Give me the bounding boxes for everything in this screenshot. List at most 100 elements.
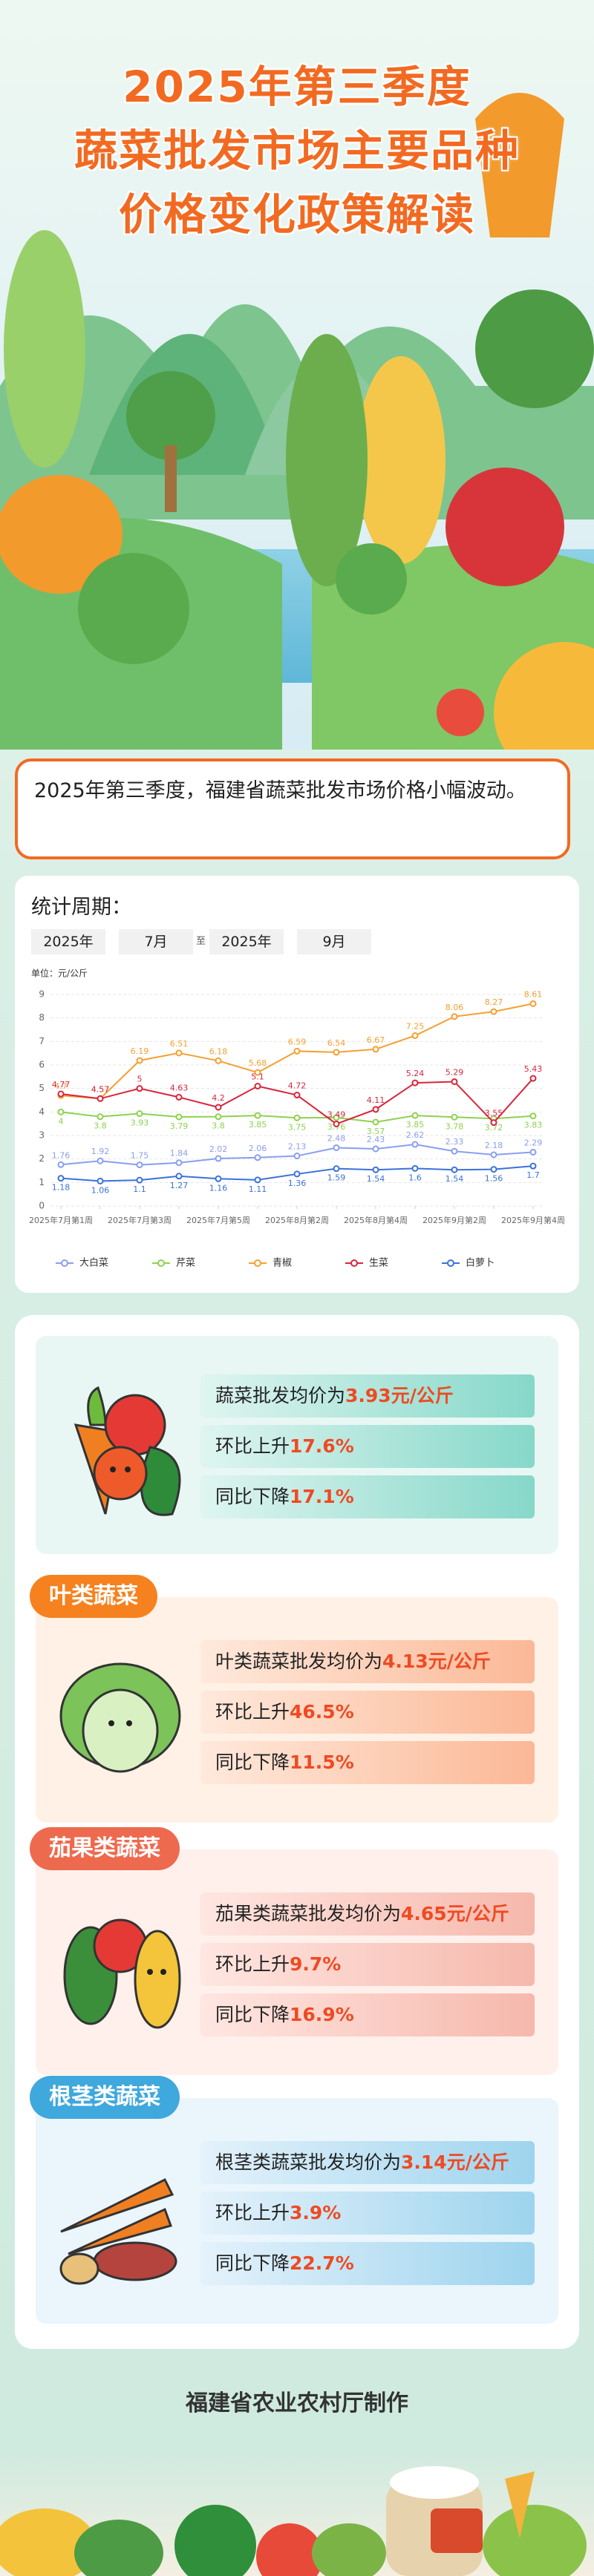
data-label: 2.43 [367,1135,385,1144]
pill-list: 蔬菜批发均价为3.93元/公斤 环比上升17.6% 同比下降17.1% [200,1374,535,1526]
title-line: 蔬菜批发市场主要品种 [74,125,520,176]
x-tick-label: 2025年7月第3周 [108,1215,172,1225]
data-point [293,1047,301,1055]
data-point [411,1112,419,1119]
stat-text: 环比上升 [215,1435,290,1457]
stat-pill: 同比下降22.7% [200,2242,535,2285]
period-box: 2025年 [209,929,284,954]
legend-marker [254,1259,261,1267]
data-label: 3.8 [212,1121,225,1131]
data-label: 1.11 [249,1184,267,1194]
stat-pill: 环比上升46.5% [200,1691,535,1734]
data-label: 8.61 [524,989,543,999]
data-label: 1.7 [526,1170,540,1180]
data-label: 4.11 [367,1095,385,1105]
stat-pill: 环比上升17.6% [200,1425,535,1468]
data-point [57,1108,65,1115]
data-point [175,1159,183,1167]
data-point [175,1113,183,1121]
data-label: 6.54 [327,1038,346,1048]
footer: 福建省农业农村厅制作 [186,2390,408,2416]
x-tick-label: 2025年9月第2周 [422,1215,486,1225]
data-point [333,1165,340,1173]
data-label: 2.29 [524,1138,543,1147]
data-label: 3.85 [406,1120,425,1130]
legend-marker [350,1259,358,1267]
data-point [372,1166,379,1173]
data-point [57,1161,65,1168]
data-label: 1.27 [170,1181,189,1190]
data-label: 8.27 [485,997,503,1007]
y-tick-label: 1 [39,1177,45,1187]
stat-highlight: 3.14元/公斤 [401,2151,509,2173]
legend-marker [61,1259,68,1267]
stat-text: 同比下降 [215,2004,290,2025]
data-label: 3.72 [485,1123,503,1133]
data-point [215,1113,222,1121]
category-tag: 叶类蔬菜 [30,1575,157,1618]
stat-text: 同比下降 [215,2252,290,2274]
line-chart: 单位：元/公斤 0 1 2 3 4 5 6 7 8 9 2025年7月第1周 2025年7月第3周 202… [29,968,565,1269]
legend-label: 芹菜 [176,1258,195,1269]
data-label: 4.63 [170,1083,189,1092]
stat-highlight: 11.5% [290,1751,354,1773]
category-tag: 茄果类蔬菜 [30,1827,180,1870]
data-label: 5.43 [524,1064,543,1074]
stat-highlight: 3.9% [290,2202,342,2223]
data-label: 3.78 [446,1121,464,1131]
period-box: 7月 [119,929,193,954]
data-label: 4.57 [91,1084,110,1094]
stat-highlight: 46.5% [290,1701,354,1723]
title-line: 2025年第三季度 [123,62,471,112]
legend-marker [157,1259,165,1267]
data-point [372,1106,379,1113]
data-label: 3.93 [131,1118,149,1128]
x-tick-label: 2025年8月第2周 [265,1215,329,1225]
category-section: 叶类蔬菜叶类蔬菜批发均价为4.13元/公斤环比上升46.5% 同比下降11.5% [30,1575,558,1823]
period-label: 统计周期： [31,896,131,919]
data-point [411,1164,419,1172]
x-tick-label: 2025年8月第4周 [344,1215,408,1225]
data-label: 3.83 [524,1121,543,1130]
data-point [529,1162,537,1170]
data-point [293,1170,301,1178]
vegetable-icon [59,2177,177,2285]
y-tick-label: 3 [39,1130,45,1141]
data-point [175,1049,183,1057]
legend-label: 青椒 [272,1258,292,1269]
data-label: 2.06 [249,1144,267,1153]
stat-text: 环比上升 [215,1701,290,1723]
stat-highlight: 4.65元/公斤 [401,1903,509,1924]
data-point [136,1161,143,1169]
summary-box: 2025年第三季度，福建省蔬菜批发市场价格小幅波动。 [15,758,570,859]
stat-text: 叶类蔬菜批发均价为 [215,1651,383,1672]
data-label: 2.13 [288,1142,307,1152]
data-point [293,1092,301,1099]
data-point [97,1113,104,1121]
data-point [254,1069,261,1076]
stat-text: 同比下降 [215,1751,290,1773]
stat-pill: 同比下降17.1% [200,1475,535,1518]
data-point [175,1093,183,1101]
data-point [411,1032,419,1039]
data-label: 5.68 [249,1058,267,1068]
data-point [372,1118,379,1126]
stat-highlight: 4.13元/公斤 [382,1651,491,1672]
data-point [490,1151,497,1158]
data-label: 1.16 [209,1183,228,1193]
category-section: 茄果类蔬菜 茄果类蔬菜批发均价为4.65元/公斤 环比上升9.7% 同比下降16.9% [30,1827,558,2075]
data-label: 2.48 [327,1133,346,1143]
data-label: 3.49 [327,1110,346,1119]
stat-pill: 根茎类蔬菜批发均价为3.14元/公斤 [200,2141,535,2184]
stat-highlight: 9.7% [290,1953,342,1975]
legend-label: 大白菜 [79,1257,108,1269]
data-point [451,1166,458,1173]
data-label: 1.54 [446,1174,464,1184]
data-label: 2.33 [446,1137,464,1147]
stat-text: 茄果类蔬菜批发均价为 [215,1903,402,1924]
y-tick-label: 8 [39,1012,45,1023]
data-label: 6.19 [131,1046,149,1056]
data-label: 7.25 [406,1021,425,1031]
period-box: 9月 [297,929,371,954]
data-label: 3.57 [367,1127,385,1136]
